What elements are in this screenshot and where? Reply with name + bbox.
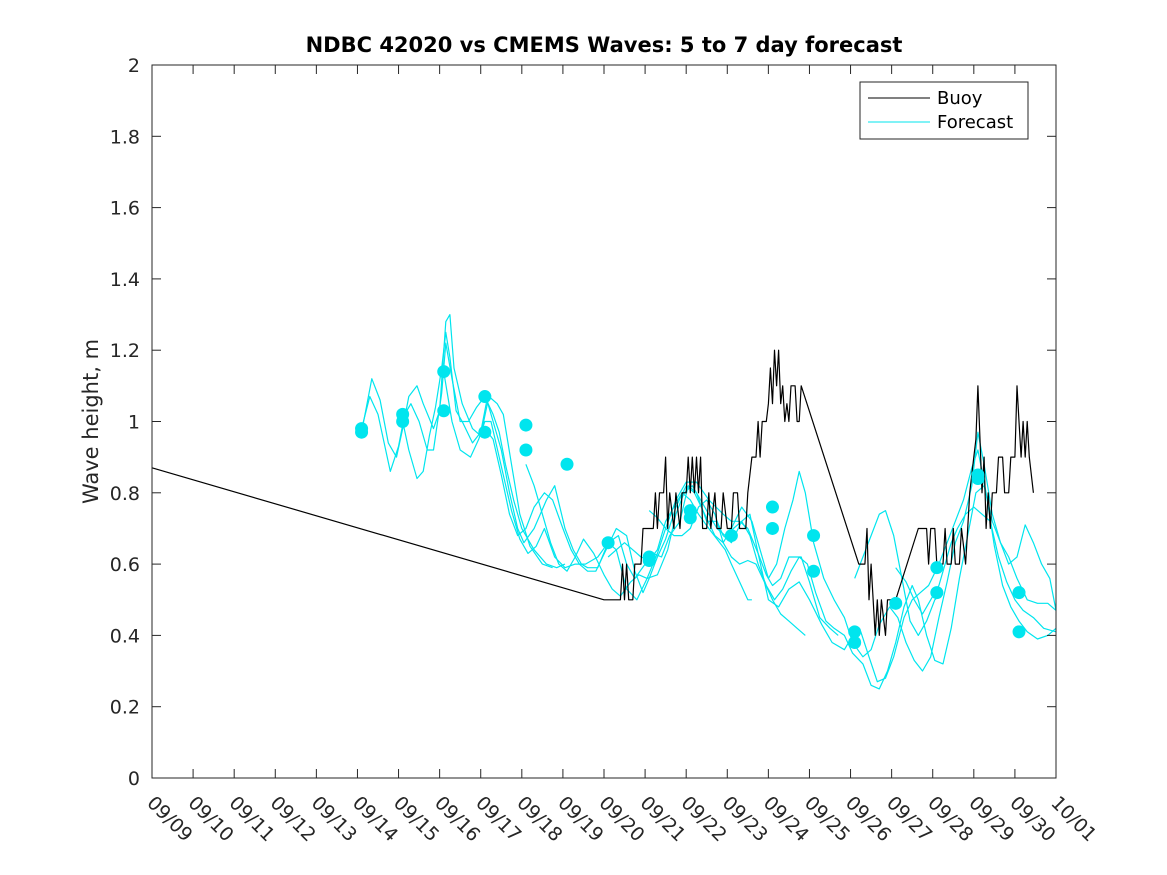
forecast-marker — [889, 596, 903, 610]
y-tick-label: 1.8 — [110, 126, 140, 148]
y-tick-label: 0.2 — [110, 697, 140, 719]
plot-area — [152, 65, 1056, 778]
y-tick-label: 1.2 — [110, 340, 140, 362]
series-line-forecast — [484, 428, 1057, 672]
forecast-marker — [396, 415, 410, 428]
forecast-marker — [765, 521, 779, 535]
series-line-buoy — [151, 349, 1034, 636]
legend-label-buoy: Buoy — [937, 88, 983, 109]
y-tick-label: 1.6 — [110, 198, 140, 220]
forecast-marker — [848, 625, 862, 639]
forecast-marker — [807, 564, 821, 578]
legend-label-forecast: Forecast — [937, 112, 1013, 133]
legend: Buoy Forecast — [859, 81, 1029, 140]
forecast-marker — [930, 561, 944, 575]
series-layer — [151, 314, 1057, 690]
chart-title: NDBC 42020 vs CMEMS Waves: 5 to 7 day fo… — [306, 33, 903, 57]
forecast-marker — [560, 457, 574, 471]
series-line-forecast — [361, 314, 553, 569]
series-line-forecast — [525, 464, 1057, 690]
forecast-marker — [683, 511, 697, 525]
forecast-marker — [437, 404, 451, 418]
forecast-marker — [519, 418, 533, 432]
forecast-marker — [765, 500, 779, 514]
forecast-marker — [848, 636, 862, 650]
forecast-marker — [971, 472, 985, 486]
y-tick-label: 0 — [128, 768, 140, 790]
forecast-marker — [1012, 625, 1026, 639]
y-axis-label: Wave height, m — [79, 339, 103, 504]
forecast-marker — [519, 443, 533, 457]
y-tick-label: 1.4 — [110, 269, 140, 291]
legend-box — [859, 81, 1029, 140]
y-tick-label: 1 — [128, 412, 140, 434]
series-line-forecast — [895, 506, 1057, 633]
forecast-marker — [1012, 586, 1026, 600]
forecast-marker — [478, 425, 492, 439]
forecast-marker — [724, 529, 738, 543]
forecast-marker — [642, 550, 656, 564]
marker-layer — [355, 365, 1026, 650]
forecast-marker — [355, 425, 369, 439]
y-tick-label: 0.8 — [110, 483, 140, 505]
forecast-marker — [478, 390, 492, 404]
series-line-forecast — [443, 371, 1057, 683]
y-tick-label: 2 — [128, 55, 140, 77]
forecast-marker — [437, 365, 451, 379]
forecast-marker — [807, 529, 821, 543]
y-tick-label: 0.4 — [110, 625, 140, 647]
y-tick-label: 0.6 — [110, 554, 140, 576]
series-line-forecast — [854, 510, 944, 636]
series-line-forecast — [648, 499, 806, 636]
forecast-marker — [930, 586, 944, 600]
forecast-marker — [601, 536, 615, 550]
